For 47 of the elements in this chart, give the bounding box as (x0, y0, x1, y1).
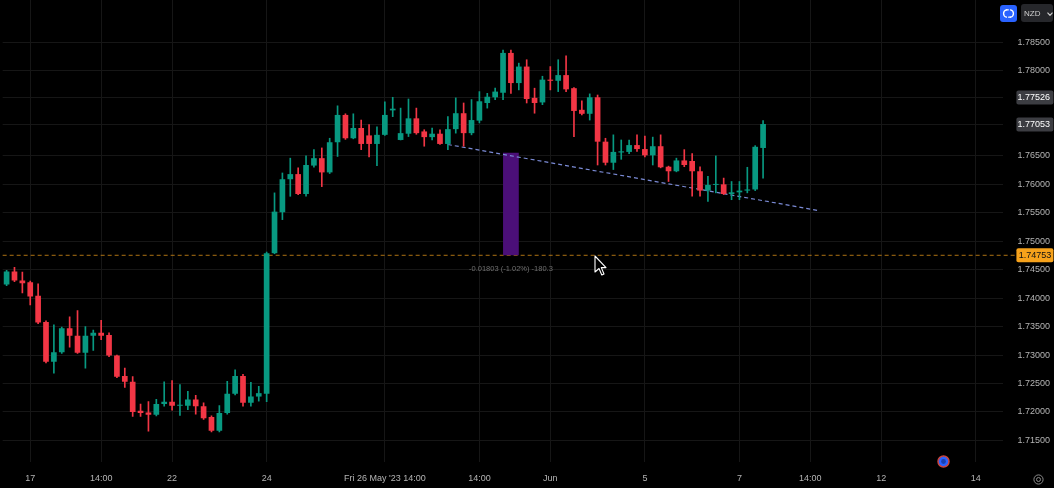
candlestick (555, 59, 562, 92)
y-tick-label: 1.75500 (1017, 207, 1050, 218)
x-tick-label: 14:00 (799, 472, 822, 483)
y-tick-label: 1.78500 (1017, 36, 1050, 47)
x-tick-label: Jun (543, 472, 558, 483)
candlestick (744, 166, 751, 194)
y-tick-label: 1.75000 (1017, 235, 1050, 246)
x-tick-label: 14:00 (89, 472, 113, 483)
candlestick (634, 134, 640, 152)
candlestick (98, 320, 104, 340)
x-tick-label: 22 (167, 472, 178, 483)
y-tick-label: 1.76500 (1017, 150, 1050, 161)
y-axis-title: NZD (1024, 8, 1041, 18)
x-tick-label: 7 (736, 472, 742, 483)
ref-line-label: 1.74753 (1018, 250, 1052, 261)
candlestick (51, 324, 57, 374)
x-tick-label: 17 (25, 472, 36, 483)
x-tick-label: Fri 26 May '23 14:00 (343, 472, 426, 483)
candlestick (169, 380, 175, 411)
y-tick-label: 1.74500 (1017, 264, 1050, 275)
candlestick (618, 139, 625, 160)
y-tick-label: 1.73000 (1017, 349, 1050, 360)
y-tick-label: 1.71500 (1017, 434, 1050, 445)
y-tick-label: 1.72000 (1017, 406, 1050, 417)
y-tick-label: 1.77053 (1017, 118, 1050, 129)
y-tick-label: 1.72500 (1017, 377, 1050, 388)
candlestick (681, 149, 688, 168)
candlestick (712, 155, 719, 194)
x-tick-label: 5 (642, 472, 648, 483)
x-tick-label: 14:00 (468, 472, 491, 483)
x-tick-label: 12 (876, 472, 887, 483)
y-tick-label: 1.73500 (1017, 321, 1050, 332)
candlestick (90, 329, 97, 351)
candlestick (177, 384, 183, 416)
candlestick (689, 153, 695, 197)
candlestick (248, 382, 254, 407)
y-tick-label: 1.77526 (1017, 92, 1050, 103)
y-tick-label: 1.74000 (1017, 292, 1050, 303)
candlestick (705, 176, 711, 202)
x-tick-label: 24 (261, 472, 272, 483)
candlestick (374, 126, 380, 166)
candlestick (547, 66, 554, 91)
x-tick-label: 14 (970, 472, 981, 483)
candlestick (287, 157, 294, 197)
y-tick-label: 1.76000 (1017, 178, 1050, 189)
candlestick (161, 381, 168, 407)
y-tick-label: 1.78000 (1017, 65, 1050, 76)
